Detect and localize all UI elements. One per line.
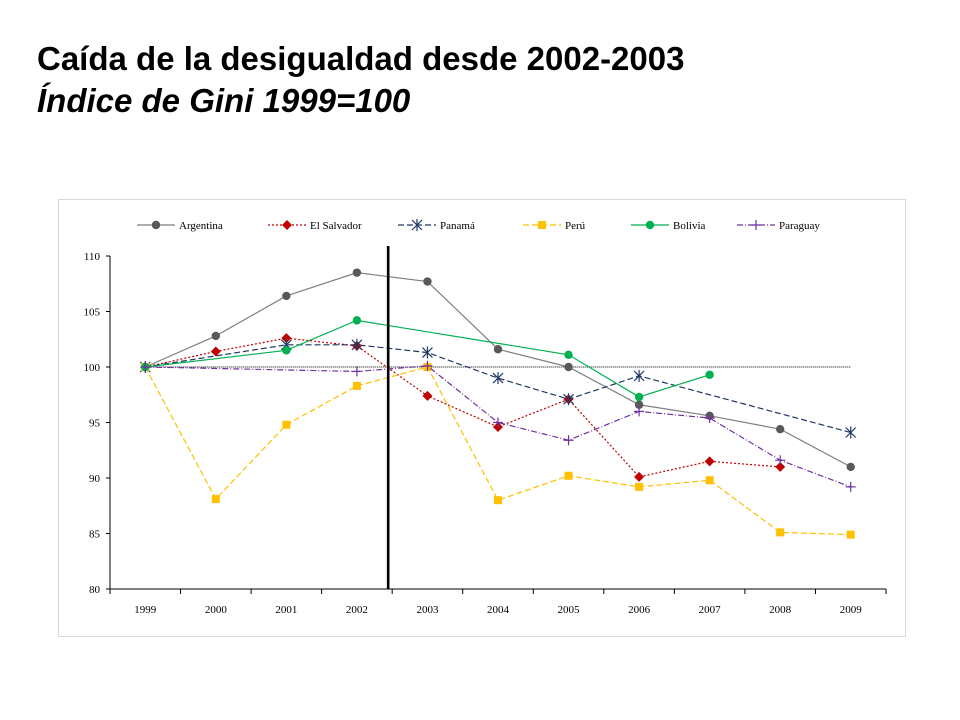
data-point-0	[282, 291, 291, 301]
chart-frame: 80 85 90 95 100 105 110 1999 2000 2001 2002 2003 200…	[58, 199, 906, 637]
data-point-0	[211, 331, 221, 341]
data-point-4	[705, 370, 714, 379]
x-tick-label: 2006	[628, 604, 651, 616]
y-tick-label: 95	[89, 418, 101, 430]
data-point-4	[564, 350, 573, 359]
legend-label-4: Bolivia	[673, 220, 706, 232]
legend-marker-1	[282, 220, 292, 230]
data-point-2	[845, 426, 857, 439]
legend-label-2: Panamá	[440, 220, 475, 232]
data-point-3	[211, 495, 220, 504]
data-point-0	[846, 462, 855, 472]
data-point-5	[422, 360, 433, 371]
gini-line-chart: 80 85 90 95 100 105 110 1999 2000 2001 2002 2003 200…	[84, 219, 887, 616]
data-point-1	[281, 333, 292, 344]
y-tick-label: 85	[89, 529, 101, 541]
y-tick-label: 100	[84, 362, 101, 374]
data-point-3	[494, 496, 502, 505]
legend-marker-2	[411, 219, 423, 231]
y-tick-label: 90	[89, 473, 101, 485]
x-tick-label: 2003	[416, 604, 439, 616]
title-subtitle: Índice de Gini 1999=100	[37, 82, 411, 119]
legend-marker-5	[751, 220, 761, 230]
data-point-3	[282, 420, 291, 429]
x-tick-label: 2001	[275, 604, 297, 616]
data-point-1	[634, 471, 645, 482]
data-point-5	[634, 406, 645, 417]
data-point-1	[775, 461, 786, 472]
data-point-4	[634, 392, 644, 402]
data-point-0	[493, 345, 503, 354]
x-tick-label: 2007	[699, 604, 722, 616]
legend-label-5: Paraguay	[779, 220, 820, 232]
data-point-3	[352, 381, 361, 390]
series-line-1	[145, 337, 781, 478]
x-tick-label: 1999	[134, 604, 157, 616]
data-point-2	[563, 393, 574, 406]
data-point-0	[564, 362, 573, 372]
data-point-5	[140, 362, 151, 372]
series-line-4	[145, 319, 710, 398]
data-point-2	[351, 338, 363, 351]
y-tick-label: 80	[89, 584, 101, 596]
y-tick-label: 105	[84, 307, 101, 319]
data-point-1	[210, 346, 221, 357]
data-point-5	[351, 366, 362, 377]
data-point-2	[422, 346, 433, 359]
data-point-5	[845, 481, 856, 492]
data-point-5	[563, 435, 574, 446]
data-point-3	[564, 471, 573, 480]
data-point-0	[423, 277, 432, 286]
data-point-5	[704, 413, 715, 424]
data-point-0	[634, 400, 644, 409]
data-point-5	[493, 417, 503, 428]
x-tick-label: 2000	[205, 604, 228, 616]
data-point-3	[776, 528, 785, 537]
series-line-0	[145, 272, 852, 468]
data-point-2	[633, 369, 645, 382]
legend-marker-0	[151, 220, 161, 230]
x-tick-label: 2004	[487, 604, 510, 616]
x-tick-label: 2002	[346, 604, 368, 616]
data-point-4	[352, 316, 362, 325]
data-point-2	[492, 372, 504, 385]
data-point-5	[775, 455, 786, 466]
data-point-1	[704, 456, 715, 467]
data-point-3	[705, 476, 714, 485]
data-point-0	[352, 268, 362, 277]
y-tick-label: 110	[84, 251, 101, 263]
legend-marker-4	[645, 220, 655, 230]
title-main: Caída de la desigualdad desde 2002-2003	[37, 40, 685, 77]
legend-label-1: El Salvador	[310, 220, 362, 232]
x-tick-label: 2008	[769, 604, 792, 616]
data-point-4	[282, 346, 291, 355]
data-point-3	[846, 530, 855, 539]
data-point-1	[422, 390, 433, 401]
data-point-0	[775, 424, 785, 434]
legend-label-0: Argentina	[179, 220, 223, 232]
series-line-3	[144, 366, 851, 536]
x-tick-label: 2009	[840, 604, 863, 616]
slide-title: Caída de la desigualdad desde 2002-2003 …	[37, 38, 684, 122]
legend-label-3: Perú	[565, 220, 586, 232]
data-point-3	[635, 482, 644, 491]
x-tick-label: 2005	[558, 604, 581, 616]
legend-marker-3	[538, 221, 546, 229]
